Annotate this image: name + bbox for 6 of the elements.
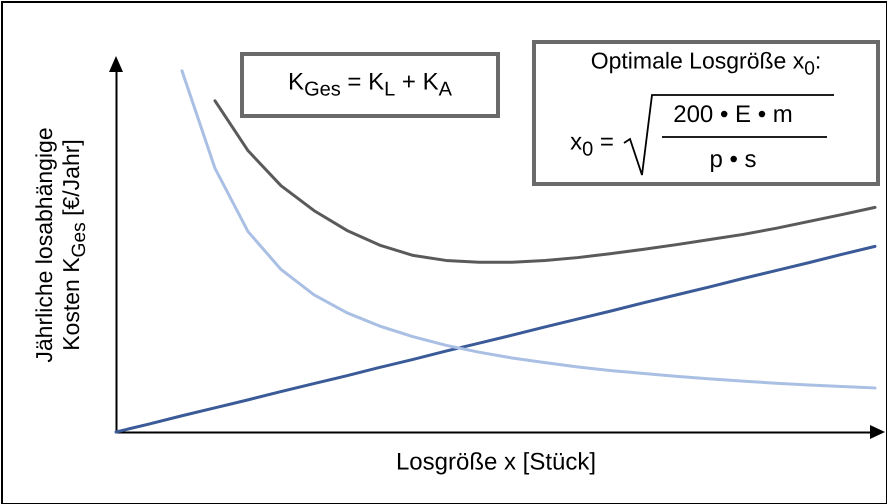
annotation: Optimale Losgröße x$_{0}$:	[590, 48, 822, 80]
annotation: x$_{0}$ =	[570, 128, 614, 162]
x-axis-title: Losgröße x [Stück]	[396, 448, 596, 476]
annotation: 200 • E • m	[673, 101, 793, 129]
annotation: K$_{Ges}$ = K$_{L}$ + K$_{A}$	[288, 68, 452, 102]
annotation: p • s	[709, 146, 757, 174]
